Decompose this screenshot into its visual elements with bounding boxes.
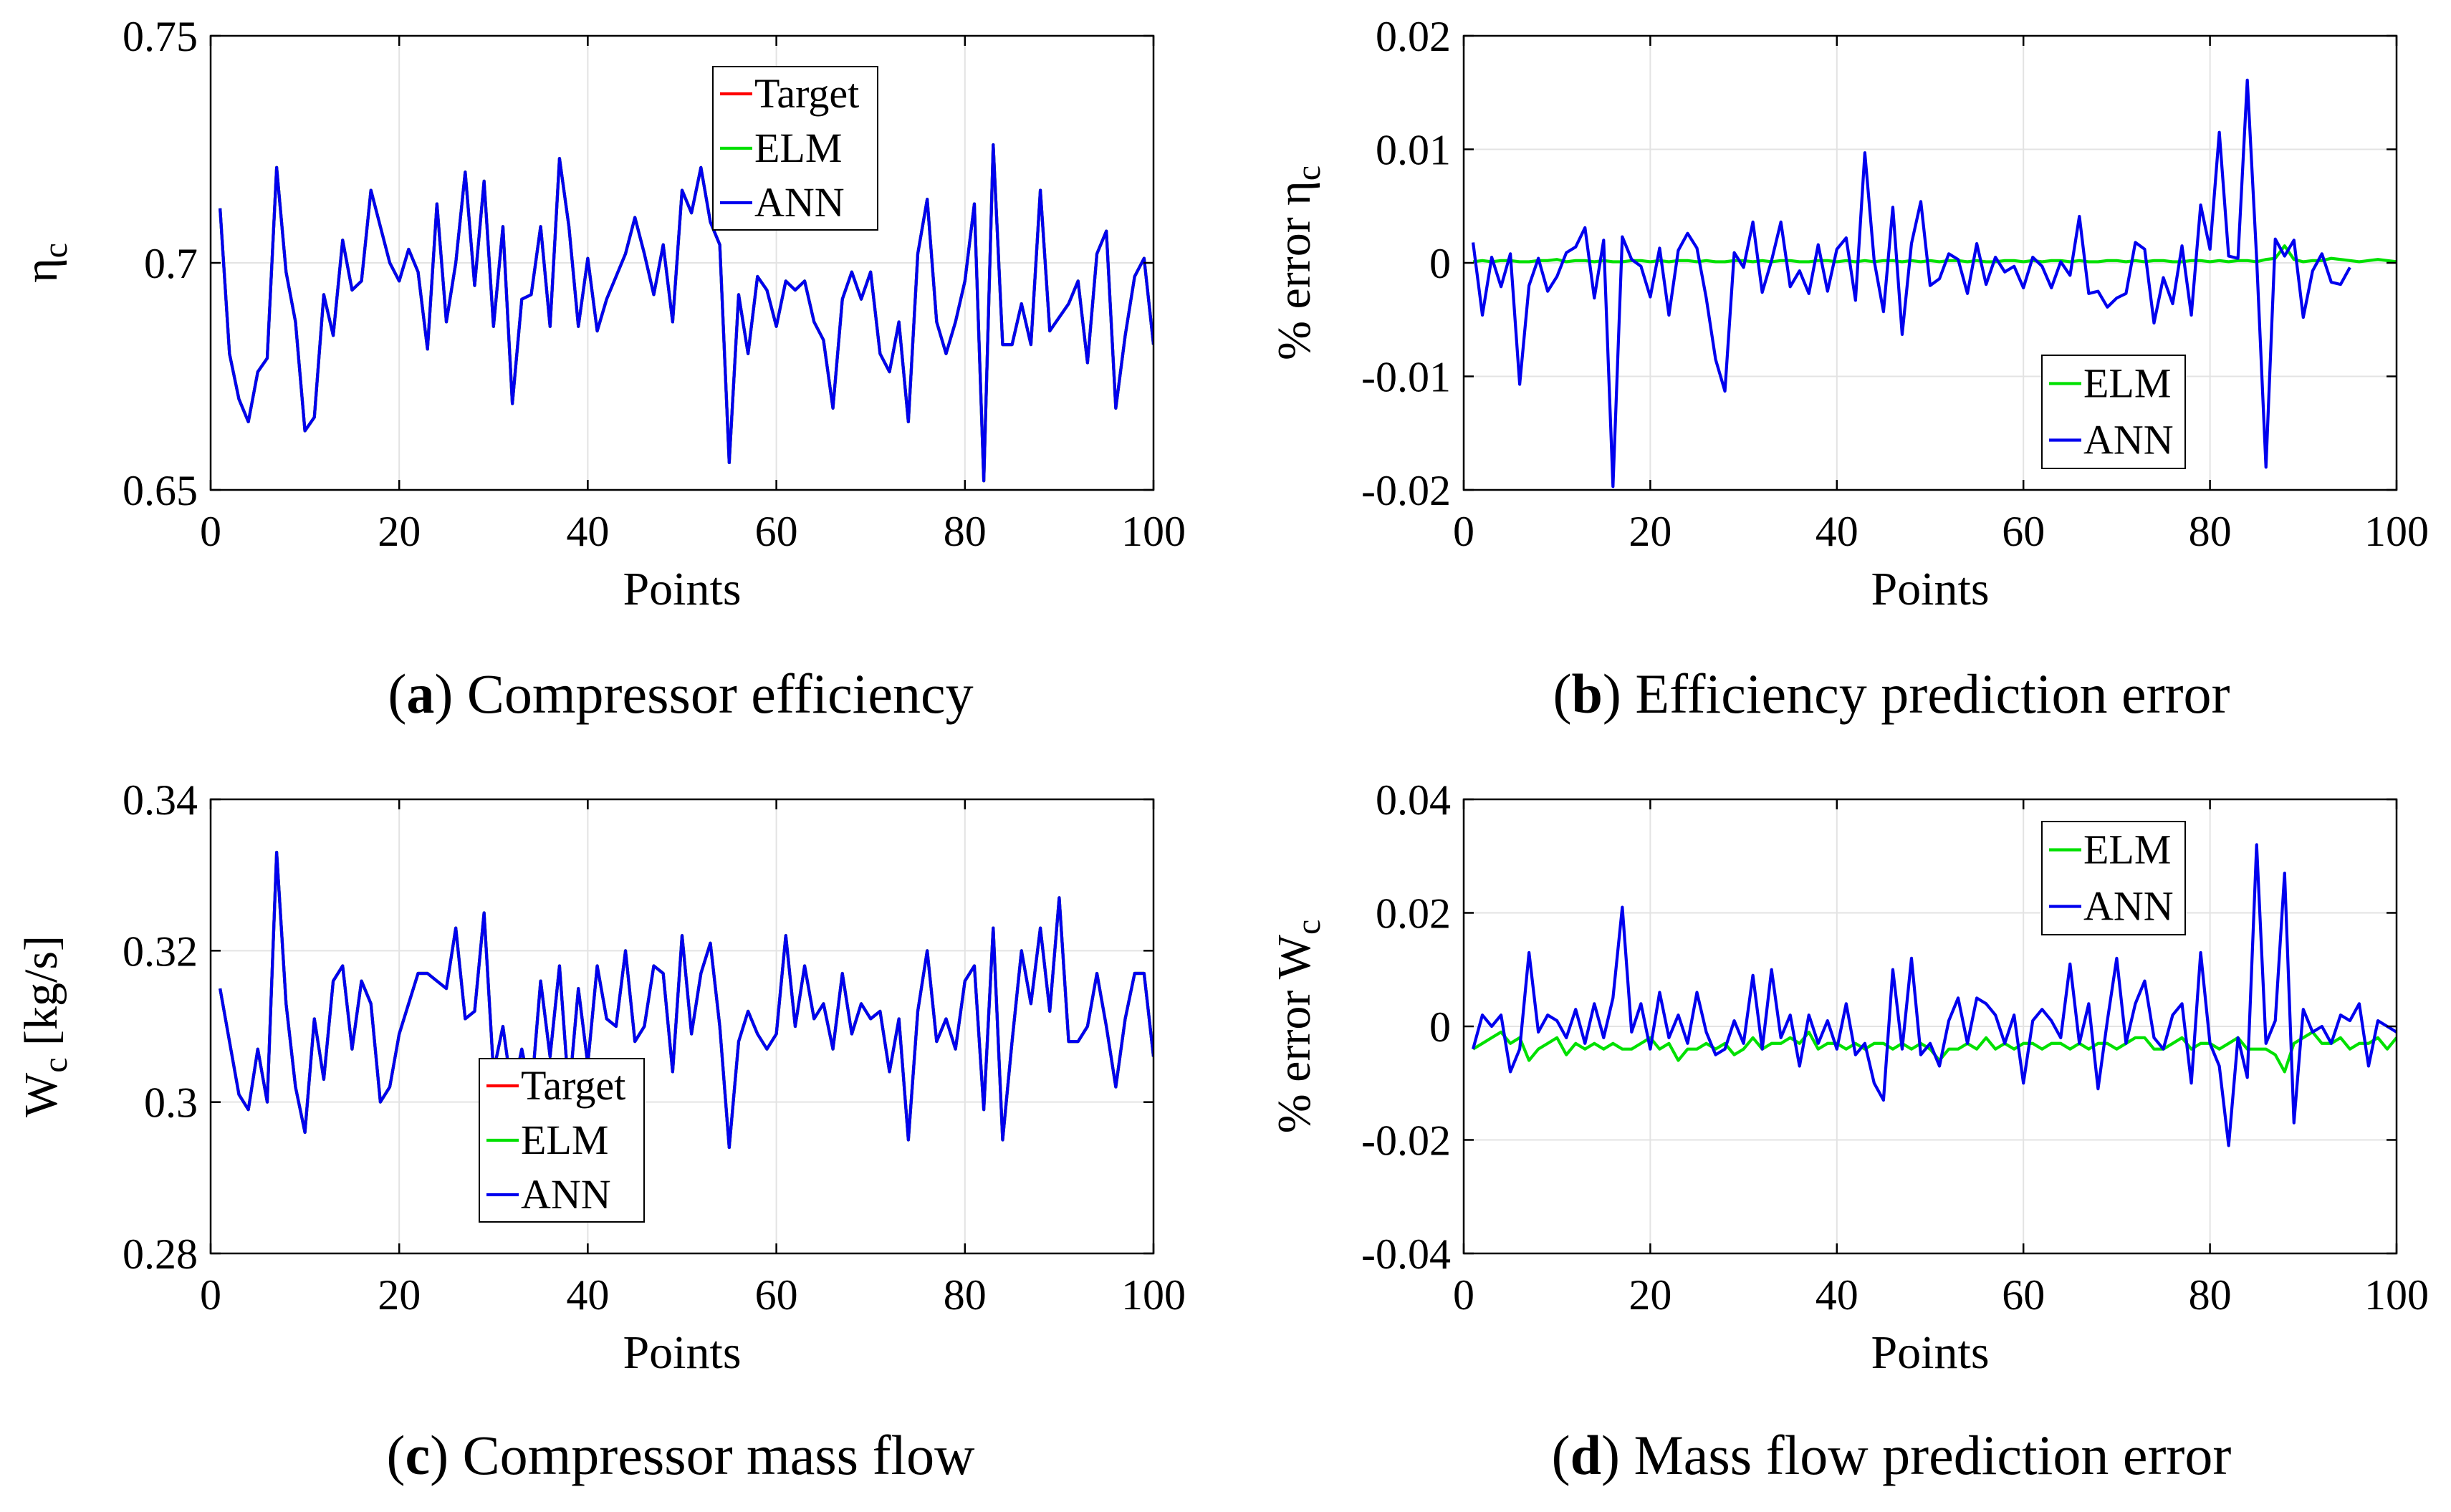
series-line-elm — [1472, 244, 2397, 264]
y-tick-label: 0.34 — [123, 776, 198, 824]
legend-label-elm: ELM — [2083, 360, 2171, 407]
legend-label-ann: ANN — [2083, 417, 2174, 463]
legend-label-elm: ELM — [754, 125, 842, 171]
legend-label-elm: ELM — [521, 1117, 608, 1163]
x-tick-label: 40 — [566, 508, 609, 555]
legend-label-ann: ANN — [521, 1171, 611, 1218]
x-tick-label: 0 — [200, 1271, 221, 1319]
x-tick-label: 80 — [944, 1271, 987, 1319]
series-line-ann — [219, 143, 1153, 483]
x-tick-label: 40 — [566, 1271, 609, 1319]
legend-label-ann: ANN — [2083, 883, 2174, 930]
y-tick-label: 0.3 — [144, 1079, 198, 1127]
x-tick-label: 20 — [378, 1271, 421, 1319]
x-tick-label: 0 — [1453, 508, 1474, 555]
panel-c-compressor-mass-flow: 0 20 40 60 80 100 0.28 0.3 0.32 0.34 Points Wc [kg/… — [15, 776, 1186, 1379]
y-axis-label: Wc [kg/s] — [15, 935, 75, 1117]
legend-box — [2041, 355, 2186, 469]
series-line-elm — [219, 143, 1153, 483]
y-tick-label: 0.02 — [1376, 890, 1451, 938]
caption-d: (d) Mass flow prediction error — [1552, 1424, 2232, 1486]
x-tick-label: 0 — [200, 508, 221, 555]
series-line-ann — [1471, 78, 2351, 488]
legend-label-ann: ANN — [754, 179, 845, 226]
series-line-ann — [219, 850, 1153, 1150]
x-tick-label: 60 — [755, 508, 798, 555]
legend-box — [2041, 821, 2186, 935]
x-tick-label: 100 — [2364, 1271, 2429, 1319]
x-tick-label: 80 — [944, 508, 987, 555]
x-tick-label: 100 — [1121, 1271, 1186, 1319]
y-tick-label: 0.28 — [123, 1231, 198, 1278]
x-tick-label: 80 — [2189, 1271, 2232, 1319]
y-tick-label: -0.01 — [1361, 354, 1451, 401]
panel-d-mass-flow-error: 0 20 40 60 80 100 -0.04 -0.02 0 0.02 0.04 Points % e… — [1268, 776, 2429, 1379]
caption-a: (a) Compressor efficiency — [388, 663, 973, 725]
legend-label-target: Target — [754, 70, 859, 117]
x-tick-label: 80 — [2189, 508, 2232, 555]
x-axis-label: Points — [1871, 1326, 1989, 1379]
y-tick-label: 0.04 — [1376, 776, 1451, 824]
panel-b-efficiency-error: 0 20 40 60 80 100 -0.02 -0.01 0 0.01 0.02 Points % e… — [1268, 13, 2429, 615]
axes-frame — [209, 798, 1155, 1255]
y-tick-label: 0.32 — [123, 928, 198, 975]
y-tick-label: -0.04 — [1361, 1231, 1451, 1278]
y-tick-label: -0.02 — [1361, 467, 1451, 514]
x-tick-label: 20 — [1629, 508, 1671, 555]
y-tick-label: 0.01 — [1376, 127, 1451, 174]
series-line-target — [219, 143, 1153, 483]
y-tick-label: 0 — [1429, 1003, 1451, 1051]
y-axis-label: ηc — [15, 243, 75, 283]
x-tick-label: 40 — [1816, 508, 1858, 555]
x-tick-label: 60 — [2002, 1271, 2045, 1319]
x-tick-label: 20 — [378, 508, 421, 555]
x-tick-label: 100 — [2364, 508, 2429, 555]
y-axis-label: % error Wc — [1268, 920, 1328, 1134]
x-axis-label: Points — [623, 563, 741, 615]
x-tick-label: 60 — [2002, 508, 2045, 555]
legend-label-target: Target — [521, 1062, 625, 1109]
legend-label-elm: ELM — [2083, 827, 2171, 873]
y-tick-label: 0.75 — [123, 13, 198, 60]
y-tick-label: -0.02 — [1361, 1117, 1451, 1165]
x-tick-label: 100 — [1121, 508, 1186, 555]
x-tick-label: 60 — [755, 1271, 798, 1319]
x-tick-label: 40 — [1816, 1271, 1858, 1319]
y-tick-label: 0.7 — [144, 240, 198, 287]
caption-c: (c) Compressor mass flow — [386, 1424, 974, 1486]
y-tick-label: 0 — [1429, 240, 1451, 287]
y-tick-label: 0.02 — [1376, 13, 1451, 60]
x-tick-label: 20 — [1629, 1271, 1671, 1319]
panel-a-compressor-efficiency: 0 20 40 60 80 100 0.65 0.7 0.75 Points ηc Target ELM… — [15, 13, 1186, 615]
x-axis-label: Points — [623, 1326, 741, 1379]
caption-b: (b) Efficiency prediction error — [1553, 663, 2230, 725]
y-axis-label: % error ηc — [1268, 165, 1328, 360]
x-axis-label: Points — [1871, 563, 1989, 615]
y-tick-label: 0.65 — [123, 467, 198, 514]
x-tick-label: 0 — [1453, 1271, 1474, 1319]
series-line-ann — [1471, 843, 2397, 1147]
